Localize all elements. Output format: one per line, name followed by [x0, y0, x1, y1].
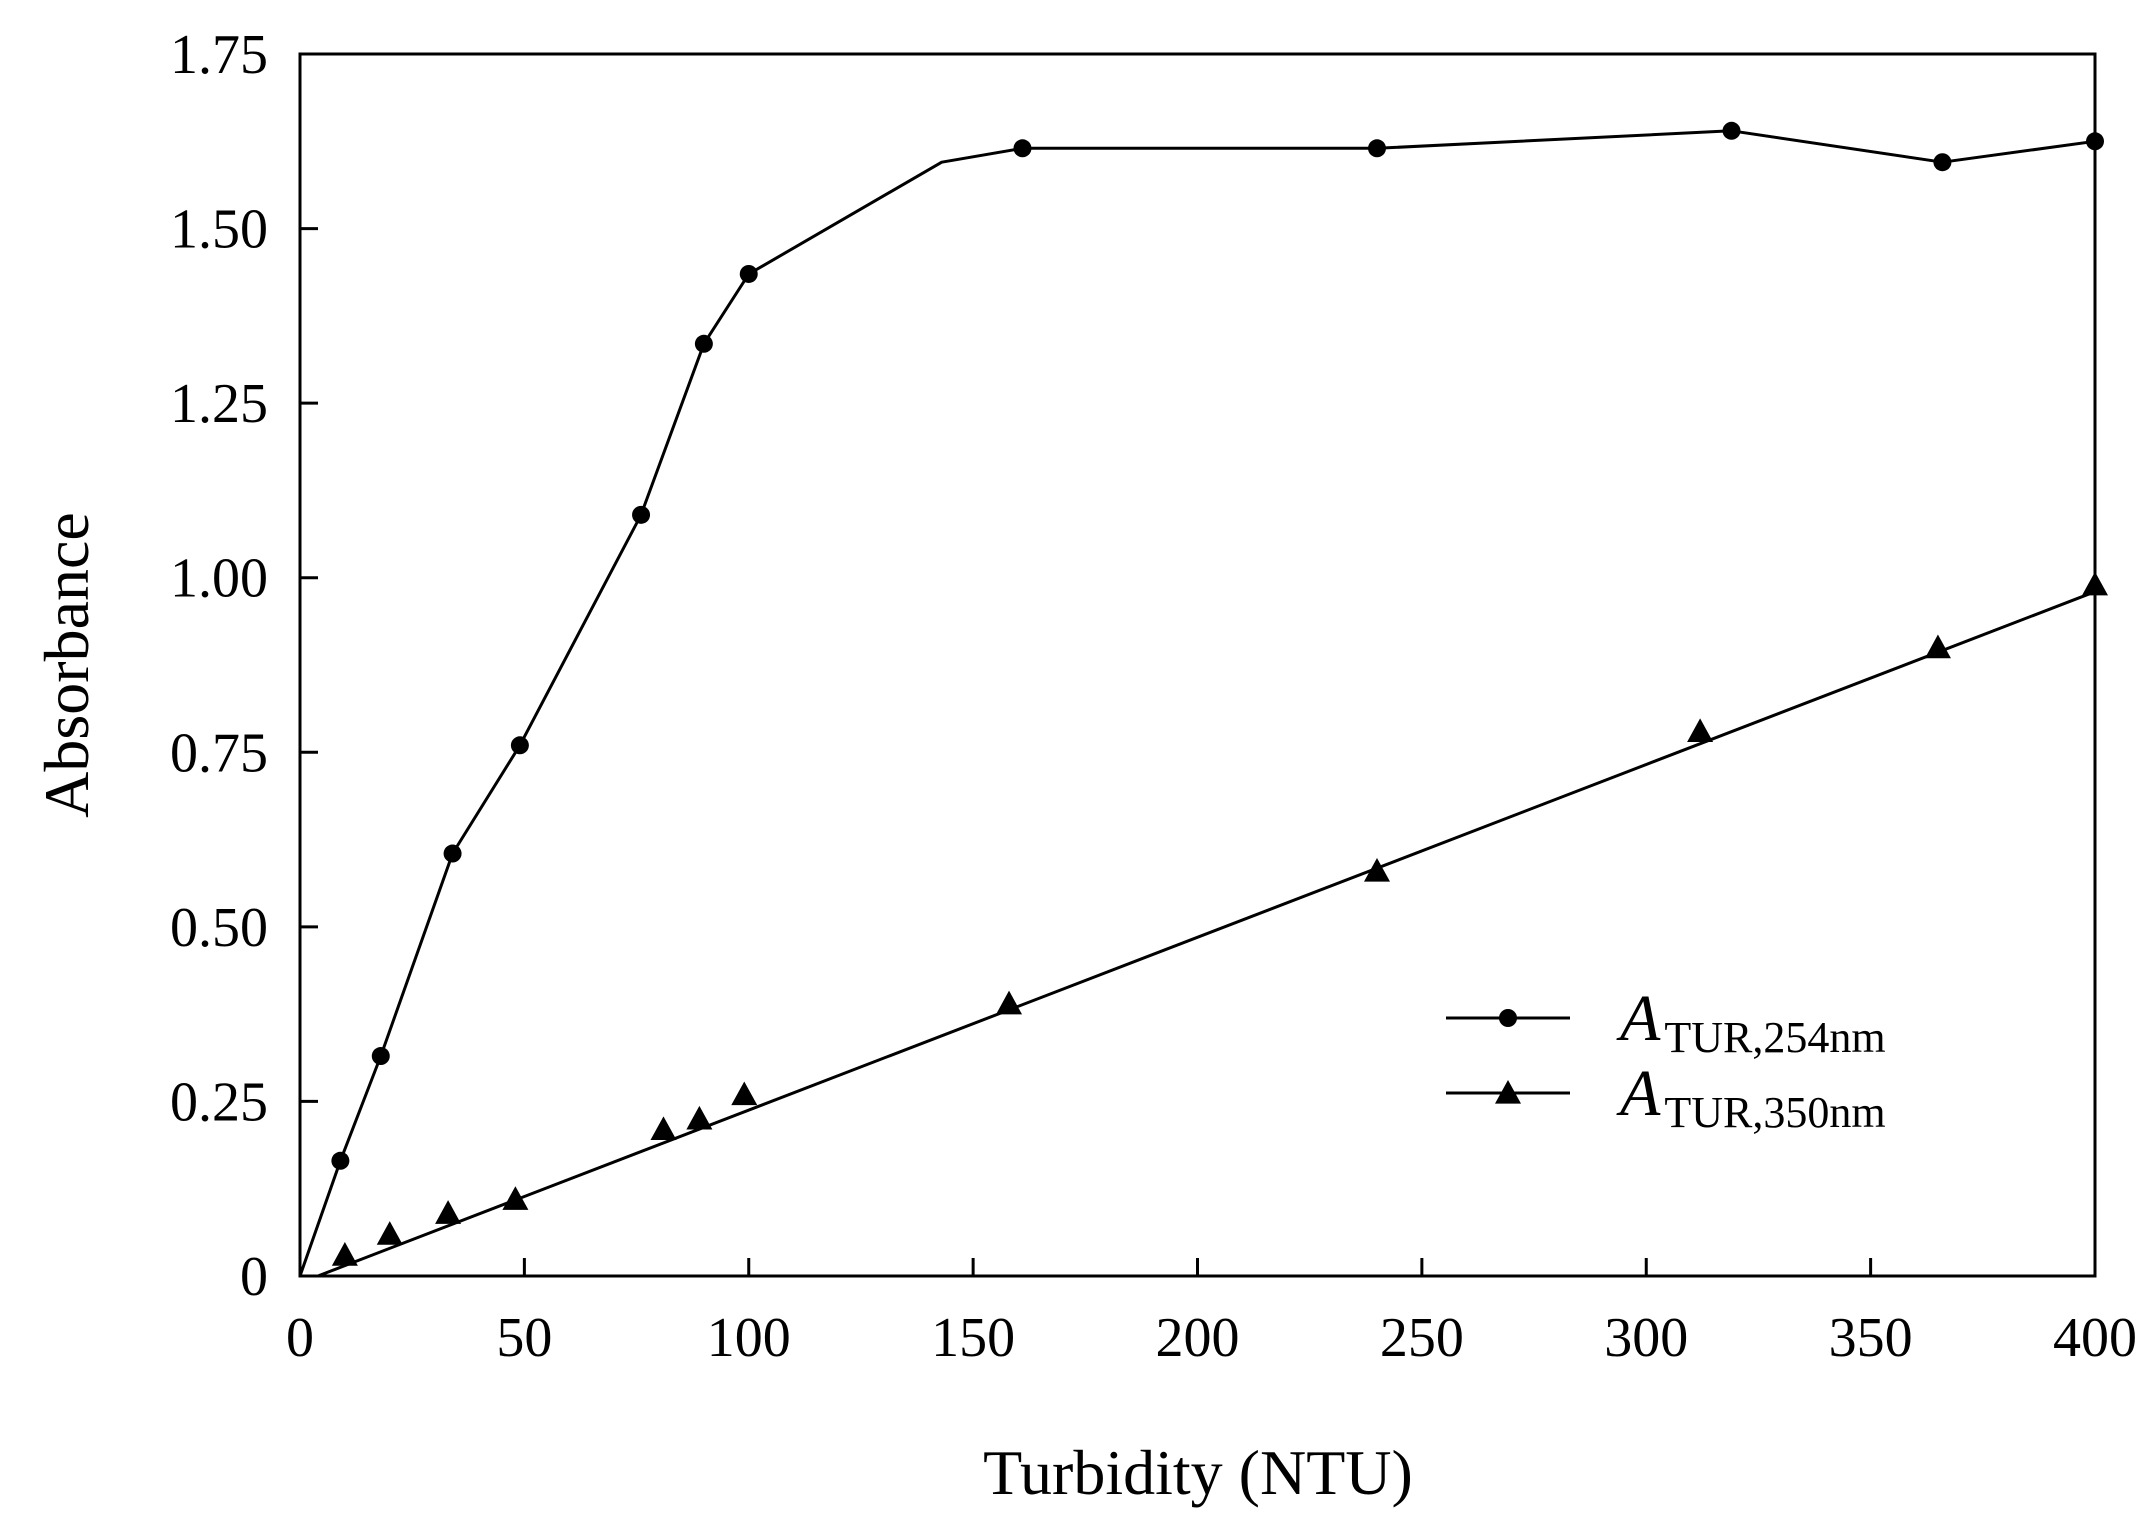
series-line — [317, 590, 2096, 1278]
data-point-triangle — [650, 1116, 677, 1141]
data-point-triangle — [376, 1221, 403, 1245]
data-point-triangle — [1364, 857, 1390, 882]
x-tick-label: 100 — [707, 1307, 791, 1369]
data-point-circle — [510, 736, 529, 755]
data-point-circle — [443, 844, 462, 863]
data-point-circle — [1013, 139, 1032, 158]
x-tick-label: 250 — [1380, 1307, 1464, 1369]
y-tick-label: 0.50 — [170, 897, 268, 959]
x-tick-label: 150 — [931, 1307, 1015, 1369]
x-tick-label: 200 — [1156, 1307, 1240, 1369]
legend-entry: ATUR,254nm — [1446, 982, 1886, 1062]
y-axis: 0 0.25 0.50 0.75 1.00 1.25 1.50 1.75 — [170, 24, 318, 1308]
data-point-triangle — [2082, 571, 2108, 596]
data-point-triangle — [686, 1105, 713, 1130]
data-point-circle — [739, 264, 758, 283]
legend-entry: ATUR,350nm — [1446, 1057, 1886, 1137]
x-axis: 0 50 100 150 200 250 300 350 400 — [286, 1258, 2137, 1369]
legend-marker — [1499, 1009, 1517, 1027]
y-axis-title: Absorbance — [31, 512, 102, 818]
data-point-circle — [371, 1047, 390, 1066]
data-point-circle — [1933, 153, 1952, 172]
x-axis-title: Turbidity (NTU) — [983, 1437, 1413, 1508]
y-tick-label: 1.50 — [170, 199, 268, 261]
series-line — [298, 129, 2096, 1277]
y-tick-label: 0 — [240, 1246, 268, 1308]
series-350nm — [317, 571, 2108, 1278]
x-tick-label: 300 — [1604, 1307, 1688, 1369]
data-point-circle — [2086, 132, 2104, 151]
y-tick-label: 1.25 — [170, 373, 268, 435]
x-tick-label: 350 — [1829, 1307, 1913, 1369]
data-point-circle — [632, 505, 651, 524]
data-point-triangle — [502, 1186, 529, 1210]
data-point-circle — [1722, 121, 1741, 140]
legend-label: ATUR,254nm — [1616, 982, 1886, 1062]
data-point-triangle — [996, 990, 1023, 1015]
data-point-triangle — [731, 1081, 758, 1106]
legend-label-main: A — [1616, 1057, 1661, 1130]
y-tick-label: 0.25 — [170, 1071, 268, 1133]
legend-label-sub: TUR,350nm — [1664, 1088, 1885, 1137]
series-254nm — [298, 121, 2104, 1277]
y-tick-label: 0.75 — [170, 722, 268, 784]
legend-label-main: A — [1616, 982, 1661, 1055]
data-point-triangle — [331, 1242, 358, 1266]
data-point-triangle — [1687, 718, 1714, 742]
data-point-circle — [1368, 139, 1386, 158]
series-layer — [298, 121, 2108, 1278]
x-tick-label: 400 — [2053, 1307, 2137, 1369]
data-point-triangle — [435, 1200, 462, 1224]
legend-label: ATUR,350nm — [1616, 1057, 1886, 1137]
data-point-triangle — [1924, 634, 1951, 659]
legend-marker — [1495, 1080, 1521, 1104]
x-tick-label: 0 — [286, 1307, 314, 1369]
x-tick-label: 50 — [496, 1307, 552, 1369]
legend-label-sub: TUR,254nm — [1664, 1013, 1885, 1062]
data-point-circle — [331, 1151, 350, 1170]
data-point-circle — [694, 334, 713, 353]
y-tick-label: 1.75 — [170, 24, 268, 86]
y-tick-label: 1.00 — [170, 548, 268, 610]
